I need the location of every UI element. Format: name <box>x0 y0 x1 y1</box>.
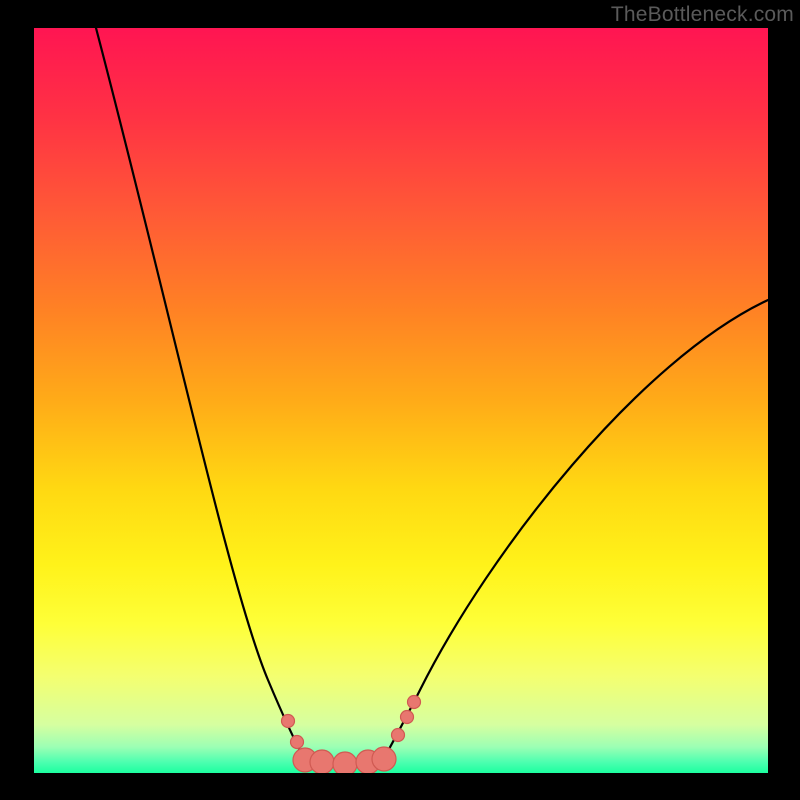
marker-point <box>392 729 405 742</box>
marker-point <box>401 711 414 724</box>
watermark-text: TheBottleneck.com <box>611 3 794 27</box>
marker-point <box>333 752 357 773</box>
marker-point <box>291 736 304 749</box>
marker-point <box>282 715 295 728</box>
bottleneck-curve <box>96 28 768 762</box>
plot-area <box>34 28 768 773</box>
marker-point <box>408 696 421 709</box>
marker-point <box>310 750 334 773</box>
marker-point <box>372 747 396 771</box>
curve-overlay <box>34 28 768 773</box>
